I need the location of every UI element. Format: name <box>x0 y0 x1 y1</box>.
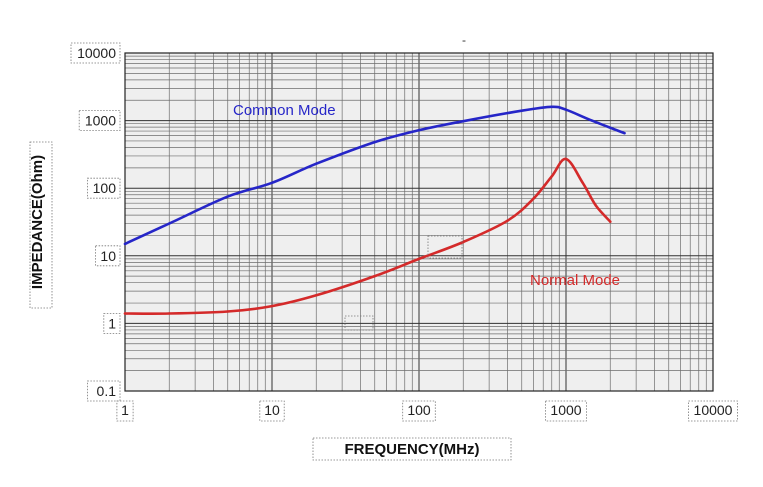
data-point-normal-mode <box>462 240 465 244</box>
data-point-common-mode <box>270 181 274 184</box>
x-axis-title: FREQUENCY(MHz) <box>345 441 480 458</box>
y-axis-title: IMPEDANCE(Ohm) <box>29 155 46 289</box>
x-tick-box <box>688 400 738 422</box>
y-tick-label: 10 <box>100 248 116 264</box>
data-point-normal-mode <box>417 257 421 261</box>
y-tick-box <box>78 110 121 131</box>
y-tick-label: 10000 <box>77 45 116 61</box>
y-tick-box <box>70 42 121 64</box>
x-tick-label: 10 <box>264 402 280 418</box>
x-tick-label: 10000 <box>694 402 733 418</box>
data-point-normal-mode <box>506 219 509 222</box>
legend-common-mode: Common Mode <box>233 102 336 119</box>
x-tick-box <box>402 400 436 422</box>
data-point-common-mode <box>550 105 553 109</box>
data-point-normal-mode <box>532 197 535 200</box>
data-point-common-mode <box>315 162 318 165</box>
x-tick-label: 100 <box>407 402 431 418</box>
data-point-common-mode <box>520 109 523 112</box>
data-point-normal-mode <box>270 304 274 308</box>
y-tick-label: 100 <box>93 180 117 196</box>
data-point-common-mode <box>373 140 376 144</box>
legend-normal-mode: Normal Mode <box>530 272 620 289</box>
data-point-common-mode <box>226 195 229 198</box>
data-point-normal-mode <box>609 220 612 223</box>
data-point-normal-mode <box>123 312 127 315</box>
series-layer <box>123 105 626 315</box>
x-axis-title-box <box>312 437 512 461</box>
data-point-common-mode <box>623 132 626 135</box>
stray-mark: - <box>462 33 466 47</box>
y-tick-label: 0.1 <box>97 383 117 399</box>
grid <box>125 53 713 391</box>
data-point-normal-mode <box>373 274 376 278</box>
data-point-normal-mode <box>564 157 568 161</box>
y-tick-box <box>87 177 121 199</box>
y-tick-label: 1000 <box>85 113 116 129</box>
data-point-common-mode <box>590 119 594 122</box>
data-point-common-mode <box>417 129 421 132</box>
data-point-common-mode <box>168 222 171 225</box>
y-axis-title-box <box>29 141 53 309</box>
x-tick-label: 1000 <box>550 402 581 418</box>
plot-frame <box>124 52 714 392</box>
x-tick-box <box>259 400 285 422</box>
y-tick-box <box>87 380 121 402</box>
y-tick-box <box>95 245 121 267</box>
data-point-common-mode <box>123 242 127 246</box>
data-point-normal-mode <box>550 175 553 178</box>
data-point-normal-mode <box>594 204 598 207</box>
annotation-box <box>427 235 463 259</box>
data-point-normal-mode <box>226 310 229 313</box>
x-tick-box <box>545 400 587 422</box>
data-point-normal-mode <box>581 181 584 184</box>
x-tick-label: 1 <box>121 402 129 418</box>
data-point-common-mode <box>462 120 465 123</box>
data-point-normal-mode <box>168 312 171 315</box>
data-point-common-mode <box>564 108 568 111</box>
y-tick-label: 1 <box>108 315 116 331</box>
data-point-normal-mode <box>315 294 318 297</box>
